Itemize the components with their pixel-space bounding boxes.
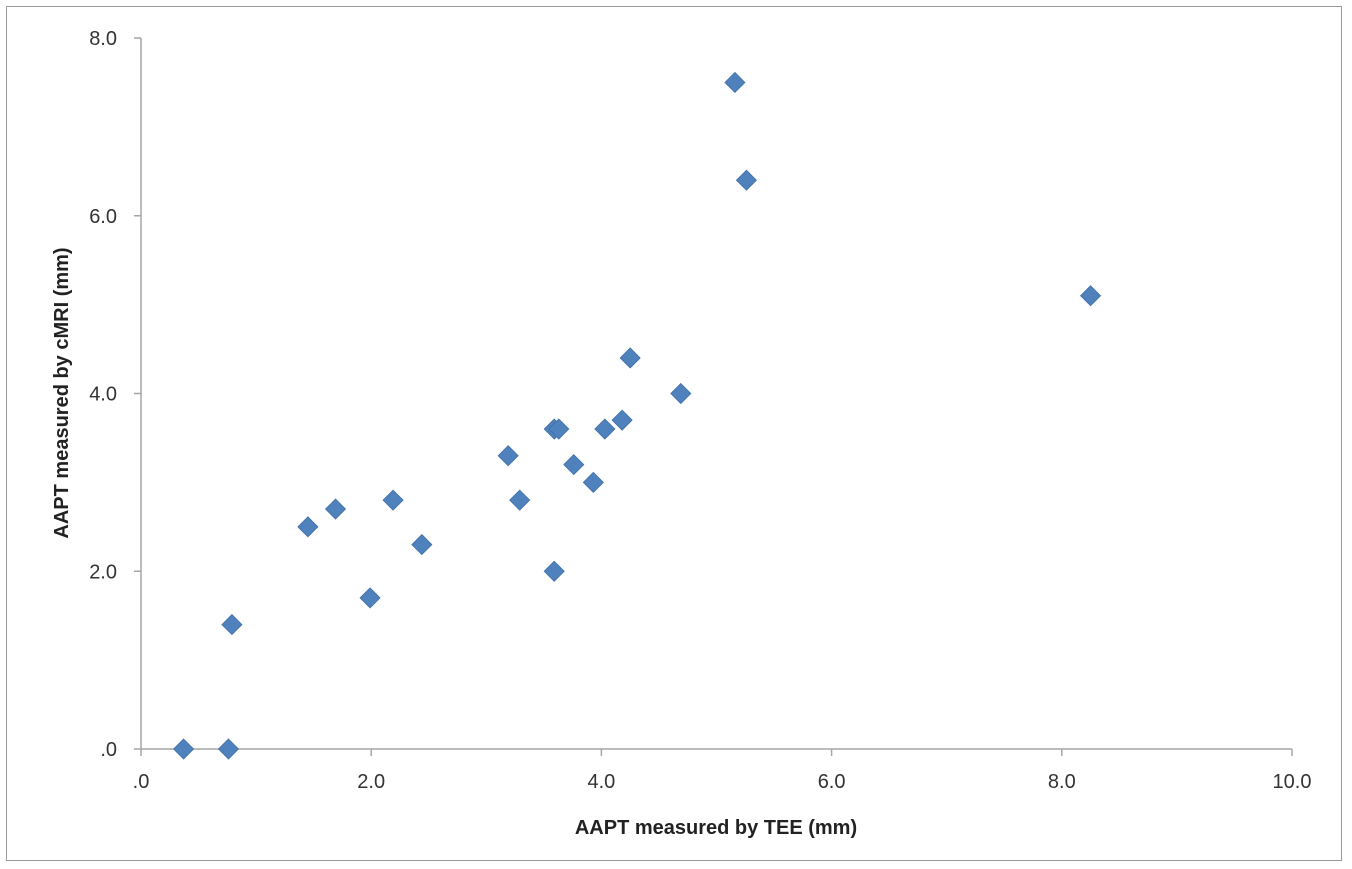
- axes: [140, 38, 1292, 750]
- data-point: [497, 445, 519, 467]
- data-point: [173, 738, 195, 760]
- y-tick-label: 8.0: [89, 28, 117, 50]
- data-point: [411, 534, 433, 556]
- x-axis-title: AAPT measured by TEE (mm): [575, 817, 857, 839]
- x-tick-label: .0: [133, 771, 150, 793]
- y-tick-marks: [134, 37, 141, 750]
- y-tick-label: 6.0: [89, 206, 117, 228]
- data-point: [724, 71, 746, 94]
- y-tick-label: 2.0: [89, 561, 117, 583]
- y-tick-label: 4.0: [89, 384, 117, 406]
- data-point: [611, 409, 633, 431]
- x-tick-label: 2.0: [357, 771, 385, 793]
- data-point: [297, 516, 319, 538]
- data-point: [543, 560, 565, 582]
- x-tick-label: 8.0: [1048, 771, 1076, 793]
- data-point: [619, 347, 641, 369]
- data-point: [670, 382, 692, 405]
- data-point: [509, 489, 531, 511]
- x-tick-marks: [140, 749, 1293, 756]
- x-tick-labels: .0 2.0 4.0 6.0 8.0 10.0: [133, 771, 1312, 793]
- chart-frame: [6, 6, 1342, 861]
- y-tick-label: .0: [100, 739, 117, 761]
- data-point: [548, 418, 570, 440]
- y-axis-title: AAPT measured by cMRI (mm): [51, 247, 73, 538]
- data-point: [582, 471, 604, 493]
- data-point: [359, 587, 381, 609]
- data-point: [217, 738, 240, 760]
- data-point: [1080, 285, 1102, 307]
- x-tick-label: 4.0: [587, 771, 615, 793]
- x-tick-label: 10.0: [1273, 771, 1312, 793]
- x-tick-label: 6.0: [818, 771, 846, 793]
- data-points: [173, 71, 1102, 760]
- data-point: [382, 489, 404, 511]
- data-point: [221, 614, 243, 636]
- data-point: [324, 498, 347, 520]
- data-point: [735, 169, 757, 191]
- data-point: [563, 454, 585, 476]
- y-tick-labels: .0 2.0 4.0 6.0 8.0: [89, 28, 117, 761]
- data-point: [594, 418, 616, 440]
